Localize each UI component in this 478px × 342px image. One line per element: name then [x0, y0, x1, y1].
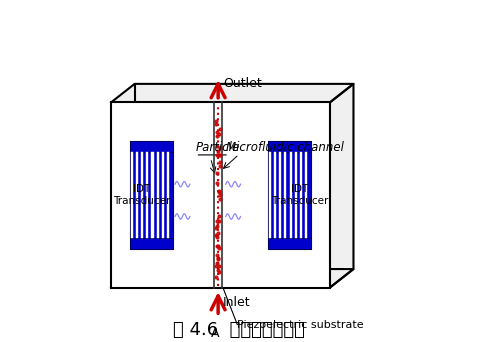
- Point: [213, 234, 220, 239]
- Polygon shape: [111, 269, 353, 288]
- Bar: [162, 152, 164, 238]
- Bar: [274, 152, 276, 238]
- Text: Microfluidic channel: Microfluidic channel: [227, 141, 344, 154]
- Bar: [305, 152, 307, 238]
- Bar: [268, 141, 311, 152]
- Bar: [130, 238, 174, 249]
- Text: IDT
Transducer: IDT Transducer: [113, 184, 170, 206]
- Point: [213, 261, 221, 266]
- Point: [214, 256, 222, 262]
- Bar: [141, 152, 143, 238]
- Point: [215, 244, 222, 249]
- Point: [213, 180, 220, 186]
- Polygon shape: [330, 84, 353, 288]
- Bar: [130, 141, 174, 152]
- Point: [216, 269, 223, 275]
- Bar: [300, 152, 302, 238]
- Text: Inlet: Inlet: [223, 296, 251, 309]
- Point: [212, 121, 220, 127]
- Point: [214, 255, 221, 261]
- Bar: [136, 152, 138, 238]
- Point: [212, 263, 220, 268]
- Point: [213, 133, 220, 139]
- Bar: [157, 152, 159, 238]
- Bar: [111, 102, 330, 288]
- Bar: [146, 152, 148, 238]
- Point: [217, 146, 224, 151]
- Point: [216, 189, 223, 194]
- Point: [215, 131, 222, 136]
- Text: A: A: [211, 327, 220, 340]
- Text: IDT
Transducer: IDT Transducer: [271, 184, 328, 206]
- Bar: [284, 152, 286, 238]
- Bar: [290, 152, 292, 238]
- Text: Piezoelectric substrate: Piezoelectric substrate: [237, 319, 364, 330]
- Point: [215, 263, 222, 268]
- Bar: [131, 152, 133, 238]
- Point: [213, 144, 221, 149]
- Text: Outlet: Outlet: [223, 77, 262, 90]
- Point: [214, 218, 221, 224]
- Point: [215, 218, 223, 223]
- Point: [217, 152, 224, 158]
- Point: [216, 126, 224, 132]
- Point: [215, 188, 222, 194]
- Point: [213, 153, 221, 158]
- Point: [213, 129, 220, 134]
- Point: [213, 232, 220, 237]
- Bar: [130, 141, 174, 249]
- Point: [216, 193, 224, 198]
- Point: [215, 213, 222, 219]
- Point: [215, 153, 222, 158]
- Bar: [269, 152, 271, 238]
- Point: [212, 225, 220, 231]
- Point: [214, 267, 222, 273]
- Point: [213, 170, 220, 175]
- Bar: [167, 152, 169, 238]
- Bar: [268, 141, 311, 249]
- Text: 图 4.6  实验装置示意图: 图 4.6 实验装置示意图: [173, 321, 305, 339]
- Bar: [268, 238, 311, 249]
- Point: [213, 252, 220, 258]
- Point: [213, 223, 221, 229]
- Bar: [279, 152, 281, 238]
- Point: [216, 159, 223, 165]
- Bar: [294, 152, 297, 238]
- Point: [212, 274, 220, 279]
- Point: [217, 196, 224, 202]
- Point: [214, 148, 222, 153]
- Polygon shape: [111, 84, 353, 102]
- Bar: [152, 152, 153, 238]
- Point: [212, 119, 220, 124]
- Point: [217, 163, 224, 168]
- Point: [213, 243, 220, 249]
- Text: Particle: Particle: [196, 141, 239, 154]
- Point: [215, 246, 223, 251]
- Point: [214, 230, 222, 236]
